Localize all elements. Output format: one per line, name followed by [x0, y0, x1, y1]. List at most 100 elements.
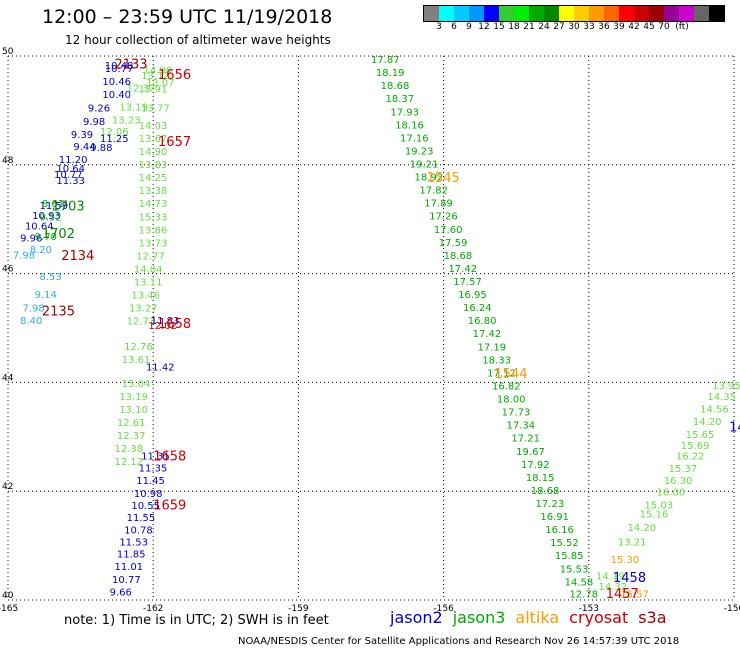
swh-value-label-jason3: 17.73	[502, 408, 531, 419]
swh-value-label-jason2: 9.88	[90, 143, 112, 154]
swh-value-label-jason3: 17.42	[448, 264, 477, 275]
swh-value-label: 12.77	[136, 251, 165, 262]
map-title: 12:00 – 23:59 UTC 11/19/2018	[42, 6, 333, 28]
swh-value-label: 16.30	[664, 476, 693, 487]
swh-value-label: 15.04	[122, 379, 151, 390]
swh-value-label-jason3: 17.87	[371, 55, 400, 66]
swh-value-label-jason3: 16.80	[468, 316, 497, 327]
swh-value-label-jason3: 17.93	[390, 107, 419, 118]
color-swatch	[604, 6, 619, 21]
swh-value-label-jason2: 10.64	[25, 222, 54, 233]
credit-line: NOAA/NESDIS Center for Satellite Applica…	[238, 636, 680, 647]
pass-time-label: 1545	[427, 171, 460, 186]
swh-value-label: 13.07	[146, 78, 175, 89]
swh-value-label-jason2: 11.83	[151, 316, 180, 327]
swh-value-label-jason2: 10.48	[105, 61, 134, 72]
swh-value-label-jason3: 18.15	[526, 473, 555, 484]
color-scale-tick: 30	[568, 22, 580, 32]
swh-value-label: 12.12	[114, 457, 143, 468]
satellite-legend: jason2 jason3 altika cryosat s3a	[390, 608, 677, 627]
swh-value-label: 7.98	[13, 250, 35, 261]
pass-time-label: 1657	[158, 135, 191, 150]
swh-value-label-jason3: 14.58	[565, 577, 594, 588]
swh-value-label-jason3: 17.26	[429, 212, 458, 223]
color-scale-tick: 12	[478, 22, 490, 32]
swh-value-label: 15.69	[681, 441, 710, 452]
swh-value-label: 14.04	[134, 265, 163, 276]
swh-value-label: 12.06	[100, 127, 129, 138]
longitude-tick-label: -150	[724, 604, 740, 614]
color-scale-tick: 3	[436, 22, 442, 32]
swh-value-label: 14.20	[628, 523, 657, 534]
swh-value-label: 9.14	[35, 290, 57, 301]
swh-value-label-jason3: 18.00	[497, 395, 526, 406]
longitude-tick-label: -165	[0, 604, 18, 614]
swh-value-label-jason3: 17.16	[400, 133, 429, 144]
swh-value-label: 8.20	[30, 245, 52, 256]
swh-value-label-jason2: 11.85	[117, 550, 146, 561]
swh-value-label-jason3: 18.16	[395, 120, 424, 131]
swh-value-label-jason2: 10.93	[32, 211, 61, 222]
swh-value-label-jason2: 11.55	[127, 513, 156, 524]
swh-value-label-jason3: 17.60	[434, 225, 463, 236]
swh-value-label-jason3: 17.92	[521, 460, 550, 471]
color-swatch	[619, 6, 634, 21]
swh-value-label: 13.83	[139, 160, 168, 171]
swh-value-label: 13.10	[119, 405, 148, 416]
swh-value-label: 13.11	[134, 278, 163, 289]
swh-value-label: 16.00	[657, 488, 686, 499]
pass-time-label: 1659	[153, 499, 186, 514]
color-swatch	[589, 6, 604, 21]
color-scale-tick: 21	[523, 22, 535, 32]
swh-value-label: 12.37	[117, 431, 146, 442]
swh-value-label: 12.73	[127, 317, 156, 328]
swh-value-label-jason3: 9.52	[39, 212, 61, 223]
swh-value-label-altika: 15.57	[620, 589, 649, 600]
swh-value-label-jason2: 11.42	[146, 362, 175, 373]
color-swatch	[439, 6, 454, 21]
swh-value-label: 14.90	[139, 147, 168, 158]
swh-value-label: 13.67	[139, 134, 168, 145]
swh-value-label: 14.56	[700, 404, 729, 415]
swh-value-label-jason2: 10.64	[56, 164, 85, 175]
swh-value-label: 12.37	[127, 83, 156, 94]
swh-value-label: 15.65	[686, 430, 715, 441]
map-grid	[7, 55, 735, 601]
pass-time-label: 2135	[42, 304, 75, 319]
swh-value-label-jason3: 18.19	[376, 68, 405, 79]
swh-value-label-jason3: 17.57	[453, 277, 482, 288]
swh-value-label-jason3: 15.85	[555, 551, 584, 562]
swh-value-label: 14.25	[139, 173, 168, 184]
color-swatch	[679, 6, 694, 21]
swh-value-label-jason3: 18.68	[444, 251, 473, 262]
color-scale-tick: 6	[451, 22, 457, 32]
color-swatch	[424, 6, 439, 21]
color-scale-unit: (ft)	[675, 22, 689, 32]
color-swatch	[454, 6, 469, 21]
color-scale-tick: 39	[613, 22, 625, 32]
swh-value-label-jason2: 11.31	[141, 452, 170, 463]
swh-value-label-jason2: 9.26	[88, 103, 110, 114]
swh-value-label: 12.76	[124, 342, 153, 353]
swh-value-label: 13.27	[129, 304, 158, 315]
swh-value-label-jason3: 17.19	[477, 342, 506, 353]
swh-value-label-jason3: 17.23	[536, 499, 565, 510]
color-scale-tick: 18	[508, 22, 520, 32]
swh-value-label-jason3: 18.92	[415, 173, 444, 184]
color-scale-tick: 27	[553, 22, 565, 32]
swh-value-label-jason2: 10.98	[134, 489, 163, 500]
swh-value-label: 15.33	[139, 212, 168, 223]
color-scale-tick: 42	[628, 22, 640, 32]
swh-value-label: 13.86	[139, 225, 168, 236]
color-swatch	[514, 6, 529, 21]
latitude-tick-label: 40	[2, 591, 14, 601]
swh-value-label-jason3: 18.68	[531, 486, 560, 497]
swh-value-label: 14.96	[144, 65, 173, 76]
swh-value-label-jason2: 11.01	[114, 562, 143, 573]
swh-value-label-jason2: 10.77	[112, 575, 141, 586]
swh-value-label: 8.40	[20, 316, 42, 327]
swh-value-label-jason3: 18.33	[482, 355, 511, 366]
color-scale-tick: 70	[658, 22, 670, 32]
swh-value-label-jason2: 10.46	[102, 77, 131, 88]
